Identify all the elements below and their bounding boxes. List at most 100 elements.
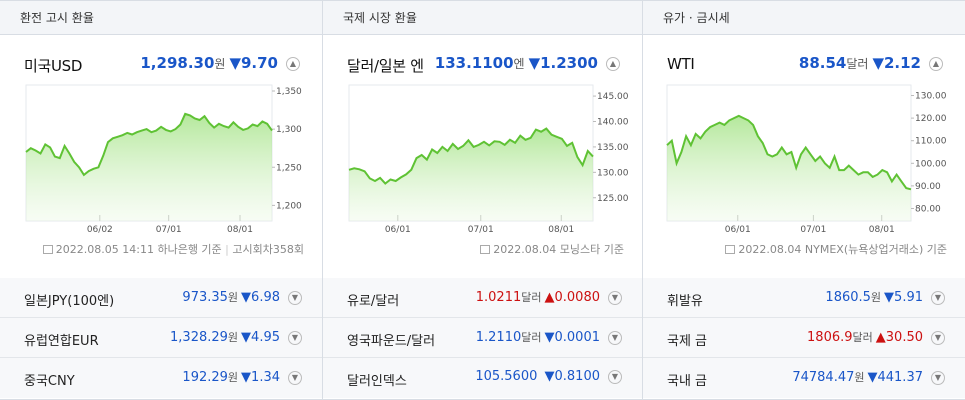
row-value: 192.29 <box>182 370 228 385</box>
row-quote: 192.29원 ▼1.34 ▼ <box>182 369 302 385</box>
source-name: 하나은행 기준 <box>157 243 222 256</box>
panel-header[interactable]: 국제 시장 환율 <box>323 1 642 35</box>
row-name: 유로/달러 <box>347 294 400 309</box>
quote-unit: 엔 <box>513 57 525 71</box>
chevron-down-icon[interactable]: ▼ <box>288 330 302 345</box>
calendar-icon <box>42 245 53 254</box>
row-name: 국내 금 <box>667 374 708 389</box>
collapse-icon[interactable]: ▲ <box>929 56 943 71</box>
row-change: ▼1.34 <box>241 370 280 385</box>
calendar-icon <box>480 245 491 254</box>
row-change: ▼0.0001 <box>544 330 601 345</box>
row-value: 1860.5 <box>825 290 871 305</box>
commodity-name[interactable]: WTI <box>667 55 695 73</box>
quote-value: 1,298.30 <box>140 54 215 72</box>
row-unit: 원 <box>870 291 882 304</box>
panel-main[interactable]: 달러/일본 엔 133.1100엔 ▼1.2300 ▲ 06/01 07/01 08/0… <box>323 35 642 278</box>
quote-value: 133.1100 <box>434 54 514 72</box>
quote-unit: 원 <box>214 57 226 71</box>
row-quote: 74784.47원 ▼441.37 ▼ <box>792 369 945 385</box>
source-extra: 고시회차358회 <box>232 243 304 256</box>
row-quote: 1.2110달러 ▼0.0001 ▼ <box>476 329 622 345</box>
series-line <box>666 114 912 191</box>
source-date: 2022.08.04 <box>738 243 802 256</box>
y-tick-label: 130.00 <box>597 168 629 178</box>
quote-change: ▼2.12 <box>872 54 921 72</box>
source-note: 2022.08.04 NYMEX(뉴욕상업거래소) 기준 <box>725 241 947 257</box>
row-name: 달러인덱스 <box>347 374 407 389</box>
y-tick-label: 1,200 <box>276 201 302 211</box>
source-note: 2022.08.04 모닝스타 기준 <box>480 241 624 257</box>
chart-usd: 06/02 07/01 08/01 1,350 1,300 1,250 1,200 <box>0 83 322 233</box>
currency-name[interactable]: 미국USD <box>24 57 83 75</box>
chevron-down-icon[interactable]: ▼ <box>931 290 945 305</box>
row-change: ▼6.98 <box>241 290 280 305</box>
list-item[interactable]: 국제 금 1806.9달러 ▲30.50 ▼ <box>643 318 965 358</box>
rate-list: 휘발유 1860.5원 ▼5.91 ▼ 국제 금 1806.9달러 ▲30.50 ▼ 국… <box>643 278 965 398</box>
panel-header[interactable]: 환전 고시 환율 <box>0 1 322 35</box>
row-change: ▼0.8100 <box>544 369 601 384</box>
panel-exchange: 환전 고시 환율 미국USD 1,298.30원 ▼9.70 ▲ 06/02 07/0… <box>0 1 322 399</box>
row-quote: 1,328.29원 ▼4.95 ▼ <box>170 329 302 345</box>
list-item[interactable]: 중국CNY 192.29원 ▼1.34 ▼ <box>0 358 322 398</box>
row-name: 휘발유 <box>667 294 703 309</box>
y-tick-label: 110.00 <box>915 137 947 147</box>
chevron-down-icon[interactable]: ▼ <box>608 369 622 384</box>
main-quote: 1,298.30원 ▼9.70 ▲ <box>140 54 300 72</box>
main-quote: 88.54달러 ▼2.12 ▲ <box>799 54 943 72</box>
panel-main[interactable]: WTI 88.54달러 ▼2.12 ▲ 06/01 07/01 08/01 130.00 1… <box>643 35 965 278</box>
x-tick-label: 06/01 <box>385 225 411 233</box>
row-name: 일본JPY(100엔) <box>24 294 115 309</box>
panel-main[interactable]: 미국USD 1,298.30원 ▼9.70 ▲ 06/02 07/01 08/01 1,3… <box>0 35 322 278</box>
row-value: 1.0211 <box>475 290 522 305</box>
source-date: 2022.08.05 14:11 <box>55 243 154 256</box>
chart-jpy-svg: 06/01 07/01 08/01 145.00 140.00 135.00 130.00 1… <box>348 84 629 233</box>
collapse-icon[interactable]: ▲ <box>286 56 300 71</box>
list-item[interactable]: 영국파운드/달러 1.2110달러 ▼0.0001 ▼ <box>323 318 642 358</box>
list-item[interactable]: 유로/달러 1.0211달러 ▲0.0080 ▼ <box>323 278 642 318</box>
quote-change: ▼1.2300 <box>528 54 598 72</box>
chevron-down-icon[interactable]: ▼ <box>608 290 622 305</box>
chevron-down-icon[interactable]: ▼ <box>288 370 302 385</box>
row-name: 중국CNY <box>24 374 75 389</box>
list-item[interactable]: 휘발유 1860.5원 ▼5.91 ▼ <box>643 278 965 318</box>
list-item[interactable]: 일본JPY(100엔) 973.35원 ▼6.98 ▼ <box>0 278 322 318</box>
source-date: 2022.08.04 <box>493 243 557 256</box>
series-area <box>26 113 272 221</box>
series-line <box>348 127 594 185</box>
y-tick-label: 100.00 <box>915 159 947 169</box>
y-tick-label: 120.00 <box>915 114 947 124</box>
series-area <box>667 115 911 221</box>
rate-list: 유로/달러 1.0211달러 ▲0.0080 ▼ 영국파운드/달러 1.2110달러… <box>323 278 642 398</box>
panel-header-label[interactable]: 국제 시장 환율 <box>343 11 417 25</box>
y-tick-label: 1,300 <box>276 125 302 135</box>
row-value: 74784.47 <box>792 370 855 385</box>
list-item[interactable]: 국내 금 74784.47원 ▼441.37 ▼ <box>643 358 965 398</box>
collapse-icon[interactable]: ▲ <box>606 56 620 71</box>
panel-header-label[interactable]: 유가 · 금시세 <box>663 11 730 25</box>
row-name: 유럽연합EUR <box>24 334 99 349</box>
row-quote: 1806.9달러 ▲30.50 ▼ <box>807 329 945 345</box>
chevron-down-icon[interactable]: ▼ <box>931 370 945 385</box>
row-unit: 원 <box>854 371 865 384</box>
row-change: ▲0.0080 <box>544 290 601 305</box>
row-value: 1806.9 <box>807 330 853 345</box>
list-item[interactable]: 달러인덱스 105.5600 ▼0.8100 ▼ <box>323 358 642 398</box>
calendar-icon <box>725 245 736 254</box>
y-tick-label: 1,350 <box>276 87 302 97</box>
currency-name[interactable]: 달러/일본 엔 <box>347 57 424 75</box>
panel-header[interactable]: 유가 · 금시세 <box>643 1 965 35</box>
source-name: 모닝스타 기준 <box>559 243 624 256</box>
row-value: 105.5600 <box>475 369 538 384</box>
chevron-down-icon[interactable]: ▼ <box>288 290 302 305</box>
panel-header-label[interactable]: 환전 고시 환율 <box>20 11 94 25</box>
row-unit: 달러 <box>852 331 873 344</box>
list-item[interactable]: 유럽연합EUR 1,328.29원 ▼4.95 ▼ <box>0 318 322 358</box>
chevron-down-icon[interactable]: ▼ <box>608 330 622 345</box>
chevron-down-icon[interactable]: ▼ <box>931 330 945 345</box>
series-area <box>349 128 593 221</box>
row-name: 영국파운드/달러 <box>347 334 436 349</box>
row-unit: 원 <box>227 291 239 304</box>
row-unit: 달러 <box>521 331 542 344</box>
chart-wti: 06/01 07/01 08/01 130.00 120.00 110.00 100.00 9… <box>643 83 965 233</box>
